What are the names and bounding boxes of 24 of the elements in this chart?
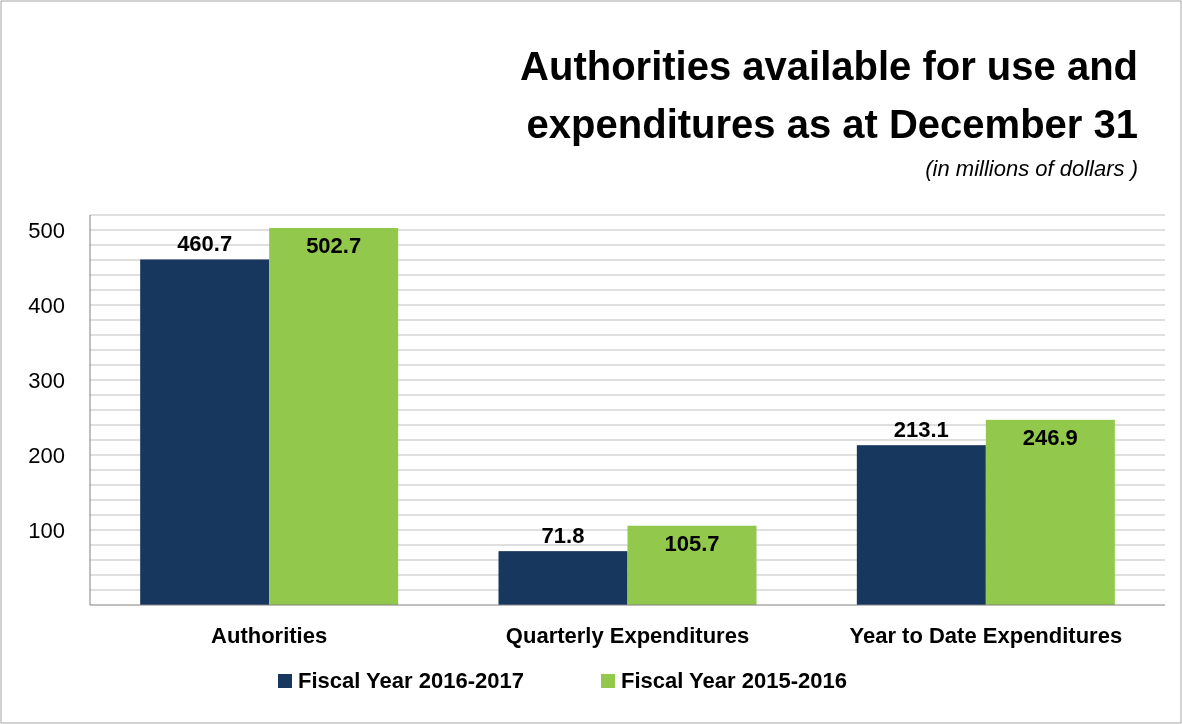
bar <box>269 227 399 605</box>
x-tick-label: Authorities <box>211 623 328 648</box>
data-label: 502.7 <box>306 232 362 258</box>
data-label: 105.7 <box>664 530 720 556</box>
legend-label: Fiscal Year 2016-2017 <box>298 668 524 693</box>
chart-title: Authorities available for use and expenditures as at December 31 <box>520 44 1138 146</box>
y-tick-label: 400 <box>28 292 65 318</box>
data-label: 246.9 <box>1022 424 1078 450</box>
data-label: 213.1 <box>893 417 949 443</box>
y-tick-label: 100 <box>28 517 65 543</box>
bar <box>140 259 270 605</box>
bar <box>627 525 757 605</box>
bar <box>498 551 628 605</box>
data-label: 71.8 <box>541 523 585 549</box>
data-label: 460.7 <box>177 231 233 257</box>
x-tick-label: Year to Date Expenditures <box>849 623 1123 648</box>
chart-subtitle: (in millions of dollars ) <box>925 156 1138 181</box>
y-tick-label: 200 <box>28 442 65 468</box>
bar <box>985 419 1115 605</box>
x-tick-label: Quarterly Expenditures <box>505 623 750 648</box>
legend-label: Fiscal Year 2015-2016 <box>621 668 847 693</box>
y-tick-label: 300 <box>28 367 65 393</box>
bar <box>856 445 986 605</box>
y-tick-label: 500 <box>28 217 65 243</box>
